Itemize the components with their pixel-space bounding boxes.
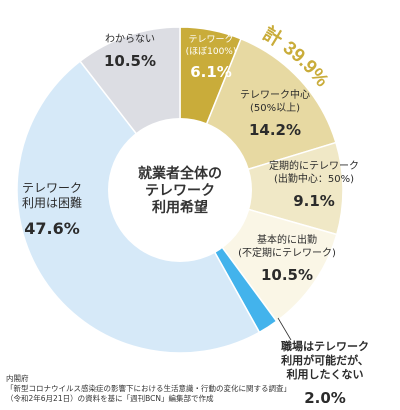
slice-label-1: テレワーク中心(50%以上) 14.2% xyxy=(240,88,310,139)
slice-label-2: 定期的にテレワーク(出勤中心：50%) 9.1% xyxy=(269,159,359,210)
slice-label-0: テレワーク(ほぼ100%) 6.1% xyxy=(186,34,237,81)
slice-value: 14.2% xyxy=(249,121,301,139)
slice-name-line: 利用したくない xyxy=(287,367,364,381)
slice-value: 2.0% xyxy=(304,389,346,407)
slice-label-4: 職場はテレワーク利用が可能だが、利用したくない 2.0% xyxy=(281,339,369,407)
pie-slice-2 xyxy=(177,141,344,236)
slice-value: 47.6% xyxy=(24,219,80,238)
slice-value: 6.1% xyxy=(190,63,232,81)
slice-name-line: (出勤中心：50%) xyxy=(274,172,354,185)
slice-name-line: 利用が可能だが、 xyxy=(281,353,369,367)
slice-name-line: テレワーク中心 xyxy=(240,88,310,101)
donut-hole xyxy=(108,118,252,262)
source-org: 内閣府 xyxy=(6,374,29,383)
slice-name-line: 定期的にテレワーク xyxy=(269,159,359,172)
leader-line xyxy=(277,317,292,341)
slice-label-6: わからない 10.5% xyxy=(104,33,156,70)
slice-name-line: テレワーク xyxy=(22,181,82,195)
slice-name-line: (50%以上) xyxy=(250,102,300,114)
slice-name-line: 基本的に出勤 xyxy=(257,233,317,246)
slice-name-line: (ほぼ100%) xyxy=(186,46,237,57)
center-label-line: 就業者全体の xyxy=(138,165,222,182)
slice-name-line: 職場はテレワーク xyxy=(281,339,369,353)
source-title: 「新型コロナウイルス感染症の影響下における生活意識・行動の変化に関する調査」 xyxy=(6,384,291,393)
center-label-line: 利用希望 xyxy=(152,199,208,216)
slice-label-5: テレワーク利用は困難 47.6% xyxy=(22,181,82,238)
slice-name-line: わからない xyxy=(105,33,155,45)
slice-name-line: (不定期にテレワーク) xyxy=(238,246,336,259)
slice-name-line: テレワーク xyxy=(188,34,233,45)
center-label-line: テレワーク xyxy=(145,183,215,199)
slice-value: 9.1% xyxy=(293,192,335,210)
source-note: （令和2年6月21日）の資料を基に「週刊BCN」編集部で作成 xyxy=(6,394,214,403)
slice-value: 10.5% xyxy=(261,266,313,284)
slice-name-line: 利用は困難 xyxy=(22,195,82,210)
labels-group: テレワーク(ほぼ100%) 6.1%テレワーク中心(50%以上) 14.2%定期的に… xyxy=(22,33,369,407)
slice-label-3: 基本的に出勤(不定期にテレワーク) 10.5% xyxy=(238,233,336,284)
center-label: 就業者全体のテレワーク利用希望 xyxy=(138,165,222,216)
slice-value: 10.5% xyxy=(104,52,156,70)
